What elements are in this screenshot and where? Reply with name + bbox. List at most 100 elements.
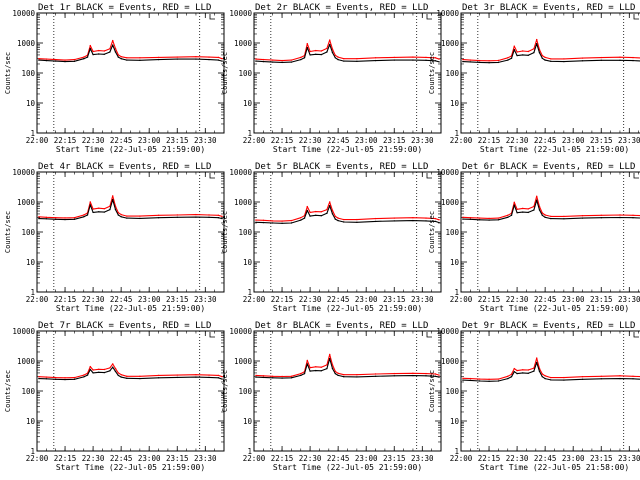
data-point-events bbox=[497, 61, 500, 64]
data-point-lld bbox=[462, 377, 464, 379]
plot-title: Det 9r BLACK = Events, RED = LLD bbox=[462, 321, 635, 331]
y-axis-label: Counts/sec bbox=[4, 52, 12, 94]
x-tick-label: 23:30 bbox=[194, 454, 217, 463]
data-point-events bbox=[281, 61, 283, 64]
series-line-lld bbox=[462, 39, 640, 62]
x-tick-label: 23:00 bbox=[138, 136, 161, 145]
data-point-events bbox=[513, 371, 515, 373]
data-point-lld bbox=[217, 214, 220, 216]
data-point-events bbox=[356, 221, 358, 223]
data-point-events bbox=[89, 204, 92, 206]
data-point-lld bbox=[315, 49, 317, 52]
data-point-events bbox=[533, 370, 535, 372]
data-point-lld bbox=[600, 56, 602, 59]
data-point-lld bbox=[309, 211, 311, 214]
series-line-lld bbox=[462, 195, 640, 219]
data-point-events bbox=[320, 215, 322, 217]
data-point-lld bbox=[393, 372, 395, 375]
data-point-lld bbox=[64, 217, 66, 219]
data-point-events bbox=[600, 59, 602, 61]
data-point-events bbox=[513, 49, 515, 51]
data-point-lld bbox=[109, 48, 111, 50]
data-point-events bbox=[374, 220, 377, 223]
data-point-events bbox=[83, 58, 85, 60]
data-point-lld bbox=[343, 374, 345, 376]
data-point-lld bbox=[533, 48, 535, 50]
data-point-lld bbox=[527, 208, 529, 210]
data-point-events bbox=[255, 60, 257, 62]
data-point-lld bbox=[356, 218, 358, 221]
data-point-lld bbox=[103, 50, 106, 52]
data-point-events bbox=[550, 379, 552, 381]
data-point-lld bbox=[126, 375, 128, 377]
data-point-events bbox=[469, 379, 472, 382]
data-point-lld bbox=[337, 372, 339, 374]
data-point-lld bbox=[157, 374, 160, 377]
data-point-events bbox=[217, 59, 220, 61]
x-axis-label: Start Time (22-Jul-05 21:59:00) bbox=[273, 304, 422, 313]
y-tick-label: 1000 bbox=[234, 198, 253, 207]
corner-bracket bbox=[209, 332, 215, 338]
data-point-events bbox=[114, 370, 117, 373]
x-tick-label: 22:30 bbox=[82, 136, 105, 145]
data-point-lld bbox=[541, 54, 543, 57]
data-point-lld bbox=[527, 50, 529, 53]
data-point-lld bbox=[98, 49, 100, 52]
data-point-events bbox=[139, 59, 141, 61]
y-tick-label: 100 bbox=[238, 387, 252, 396]
data-point-events bbox=[479, 219, 481, 221]
data-point-lld bbox=[600, 214, 602, 216]
data-point-events bbox=[600, 378, 602, 380]
x-tick-label: 23:30 bbox=[618, 295, 640, 304]
data-point-events bbox=[221, 217, 223, 220]
data-point-lld bbox=[438, 219, 440, 221]
data-point-events bbox=[303, 217, 306, 219]
x-tick-label: 23:00 bbox=[562, 454, 585, 463]
data-point-lld bbox=[331, 364, 334, 366]
y-axis-label: Counts/sec bbox=[4, 211, 12, 253]
series-line-lld bbox=[38, 195, 223, 219]
series-line-events bbox=[462, 361, 640, 382]
series-line-events bbox=[462, 199, 640, 221]
plot-panel-8r: 1 10 100 1000 10000 22:00 22:15 22:30 22:45 23:00… bbox=[221, 321, 442, 472]
data-point-events bbox=[300, 374, 302, 377]
x-tick-label: 22:45 bbox=[327, 454, 350, 463]
data-point-lld bbox=[98, 207, 100, 209]
x-tick-label: 22:30 bbox=[299, 454, 322, 463]
series-line-lld bbox=[38, 40, 223, 61]
x-tick-label: 23:15 bbox=[590, 295, 613, 304]
x-tick-label: 23:30 bbox=[411, 454, 434, 463]
data-point-lld bbox=[114, 367, 117, 370]
y-tick-label: 10 bbox=[243, 417, 253, 426]
y-tick-label: 100 bbox=[238, 69, 252, 78]
x-tick-label: 23:15 bbox=[383, 295, 406, 304]
data-point-events bbox=[331, 367, 334, 370]
series-line-events bbox=[462, 43, 640, 64]
data-point-lld bbox=[117, 372, 120, 374]
data-point-events bbox=[306, 363, 308, 365]
data-point-lld bbox=[329, 353, 331, 356]
y-tick-label: 1 bbox=[30, 129, 35, 138]
x-tick-label: 23:15 bbox=[166, 295, 189, 304]
data-point-events bbox=[412, 374, 414, 377]
data-point-events bbox=[109, 370, 111, 372]
data-point-events bbox=[538, 370, 541, 373]
data-point-events bbox=[306, 209, 308, 212]
y-tick-label: 10000 bbox=[12, 168, 35, 177]
x-tick-label: 23:15 bbox=[166, 136, 189, 145]
data-point-events bbox=[516, 54, 518, 57]
y-tick-label: 1 bbox=[247, 288, 252, 297]
data-point-lld bbox=[255, 374, 257, 377]
data-point-events bbox=[255, 376, 257, 378]
data-point-lld bbox=[550, 215, 552, 218]
series-line-events bbox=[38, 366, 223, 381]
data-point-lld bbox=[331, 209, 334, 212]
data-point-lld bbox=[176, 56, 178, 58]
data-point-events bbox=[309, 215, 311, 217]
plot-panel-5r: 1 10 100 1000 10000 22:00 22:15 22:30 22:45 23:00… bbox=[221, 162, 442, 313]
x-tick-label: 23:30 bbox=[194, 295, 217, 304]
y-tick-label: 100 bbox=[445, 387, 459, 396]
data-point-lld bbox=[412, 372, 414, 374]
data-point-lld bbox=[488, 378, 490, 380]
data-point-events bbox=[208, 216, 210, 218]
